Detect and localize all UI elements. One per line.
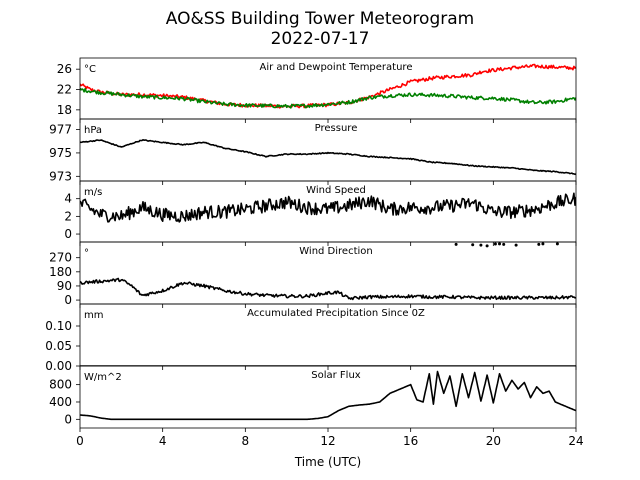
x-tick-label: 8: [242, 434, 250, 448]
panel-temperature: 18 22 26 °C Air and Dewpoint Temperature: [57, 57, 577, 123]
panel-pressure: 973 975 977 hPa Pressure: [49, 118, 577, 185]
series-solar_flux-line-0: [80, 370, 576, 421]
x-tick-label: 12: [320, 434, 335, 448]
panel-title: Pressure: [315, 123, 358, 134]
unit-label: mm: [84, 310, 103, 321]
panel-solar_flux: 0 400 800 W/m^2 Solar Flux: [49, 365, 577, 432]
x-tick-label: 4: [159, 434, 167, 448]
y-tick-label: 0: [64, 227, 72, 241]
y-tick-label: 2: [64, 209, 72, 223]
y-tick-label: 26: [57, 62, 72, 76]
y-tick-label: 4: [64, 192, 72, 206]
series-wind_direction-dots: [454, 242, 559, 248]
data-point: [537, 242, 541, 246]
series-wind_direction-line-0: [80, 277, 576, 301]
unit-label: hPa: [84, 125, 102, 136]
series-pressure-line-0: [80, 139, 576, 176]
figure-title: AO&SS Building Tower Meteorogram: [166, 9, 474, 29]
y-tick-label: 180: [49, 265, 72, 279]
y-tick-label: 270: [49, 251, 72, 265]
x-axis: 0 4 8 12 16 20 24: [76, 434, 583, 448]
y-tick-label: 0: [64, 412, 72, 426]
x-tick-label: 16: [403, 434, 418, 448]
y-tick-label: 0.10: [45, 319, 72, 333]
y-tick-label: 400: [49, 395, 72, 409]
y-tick-label: 973: [49, 169, 72, 183]
y-tick-label: 18: [57, 103, 72, 117]
data-point: [493, 242, 497, 246]
panel-title: Accumulated Precipitation Since 0Z: [247, 308, 425, 319]
x-axis-label: Time (UTC): [294, 455, 361, 469]
unit-label: °: [84, 248, 89, 259]
y-tick-label: 0.05: [45, 339, 72, 353]
data-point: [454, 242, 458, 246]
x-tick-label: 0: [76, 434, 84, 448]
data-point: [502, 242, 506, 246]
y-tick-label: 0.00: [45, 359, 72, 373]
series-temperature-line-1: [80, 87, 576, 109]
y-tick-label: 0: [64, 293, 72, 307]
panel-wind_speed: 0 2 4 m/s Wind Speed: [64, 180, 577, 246]
y-tick-label: 90: [57, 279, 72, 293]
data-point: [514, 243, 518, 247]
y-tick-label: 800: [49, 378, 72, 392]
unit-label: °C: [84, 64, 96, 75]
series-temperature-line-0: [80, 63, 576, 109]
unit-label: m/s: [84, 187, 102, 198]
data-point: [485, 244, 489, 248]
panel-precipitation: 0.00 0.05 0.10 mm Accumulated Precipitation …: [45, 303, 577, 373]
panel-title: Air and Dewpoint Temperature: [260, 62, 413, 73]
panel-title: Wind Direction: [299, 246, 373, 257]
data-point: [471, 243, 475, 247]
x-tick-label: 20: [486, 434, 501, 448]
panel-title: Wind Speed: [306, 185, 366, 196]
data-point: [479, 243, 483, 247]
y-tick-label: 975: [49, 146, 72, 160]
data-point: [555, 242, 559, 246]
x-tick-label: 24: [568, 434, 583, 448]
y-tick-label: 977: [49, 123, 72, 137]
unit-label: W/m^2: [84, 372, 122, 383]
y-tick-label: 22: [57, 83, 72, 97]
data-point: [541, 242, 545, 246]
series-wind_speed-line-0: [80, 192, 576, 223]
data-point: [498, 242, 501, 246]
panel-title: Solar Flux: [311, 370, 361, 381]
figure-date: 2022-07-17: [271, 29, 370, 49]
